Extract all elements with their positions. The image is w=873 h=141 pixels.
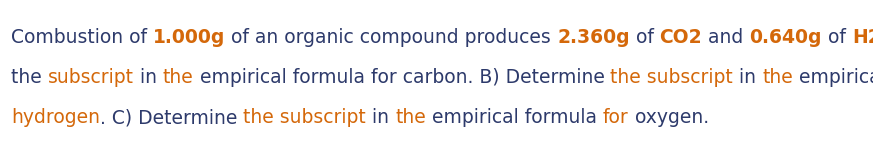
- Text: 0.640g: 0.640g: [750, 28, 822, 47]
- Text: in: in: [733, 68, 762, 87]
- Text: oxygen.: oxygen.: [629, 108, 709, 127]
- Text: H2O: H2O: [852, 28, 873, 47]
- Text: CO2: CO2: [660, 28, 702, 47]
- Text: in: in: [134, 68, 162, 87]
- Text: in: in: [366, 108, 395, 127]
- Text: the: the: [162, 68, 194, 87]
- Text: the: the: [762, 68, 793, 87]
- Text: and: and: [702, 28, 750, 47]
- Text: of: of: [822, 28, 852, 47]
- Text: . C) Determine: . C) Determine: [100, 108, 244, 127]
- Text: the subscript: the subscript: [610, 68, 733, 87]
- Text: hydrogen: hydrogen: [11, 108, 100, 127]
- Text: of an organic compound produces: of an organic compound produces: [225, 28, 557, 47]
- Text: 1.000g: 1.000g: [153, 28, 225, 47]
- Text: the: the: [395, 108, 426, 127]
- Text: subscript: subscript: [48, 68, 134, 87]
- Text: the: the: [11, 68, 48, 87]
- Text: Combustion of: Combustion of: [11, 28, 153, 47]
- Text: empirical formula: empirical formula: [426, 108, 603, 127]
- Text: 2.360g: 2.360g: [557, 28, 629, 47]
- Text: for: for: [603, 108, 629, 127]
- Text: the subscript: the subscript: [244, 108, 366, 127]
- Text: empirical formula for carbon. B) Determine: empirical formula for carbon. B) Determi…: [194, 68, 610, 87]
- Text: empirical formula for: empirical formula for: [793, 68, 873, 87]
- Text: of: of: [629, 28, 660, 47]
